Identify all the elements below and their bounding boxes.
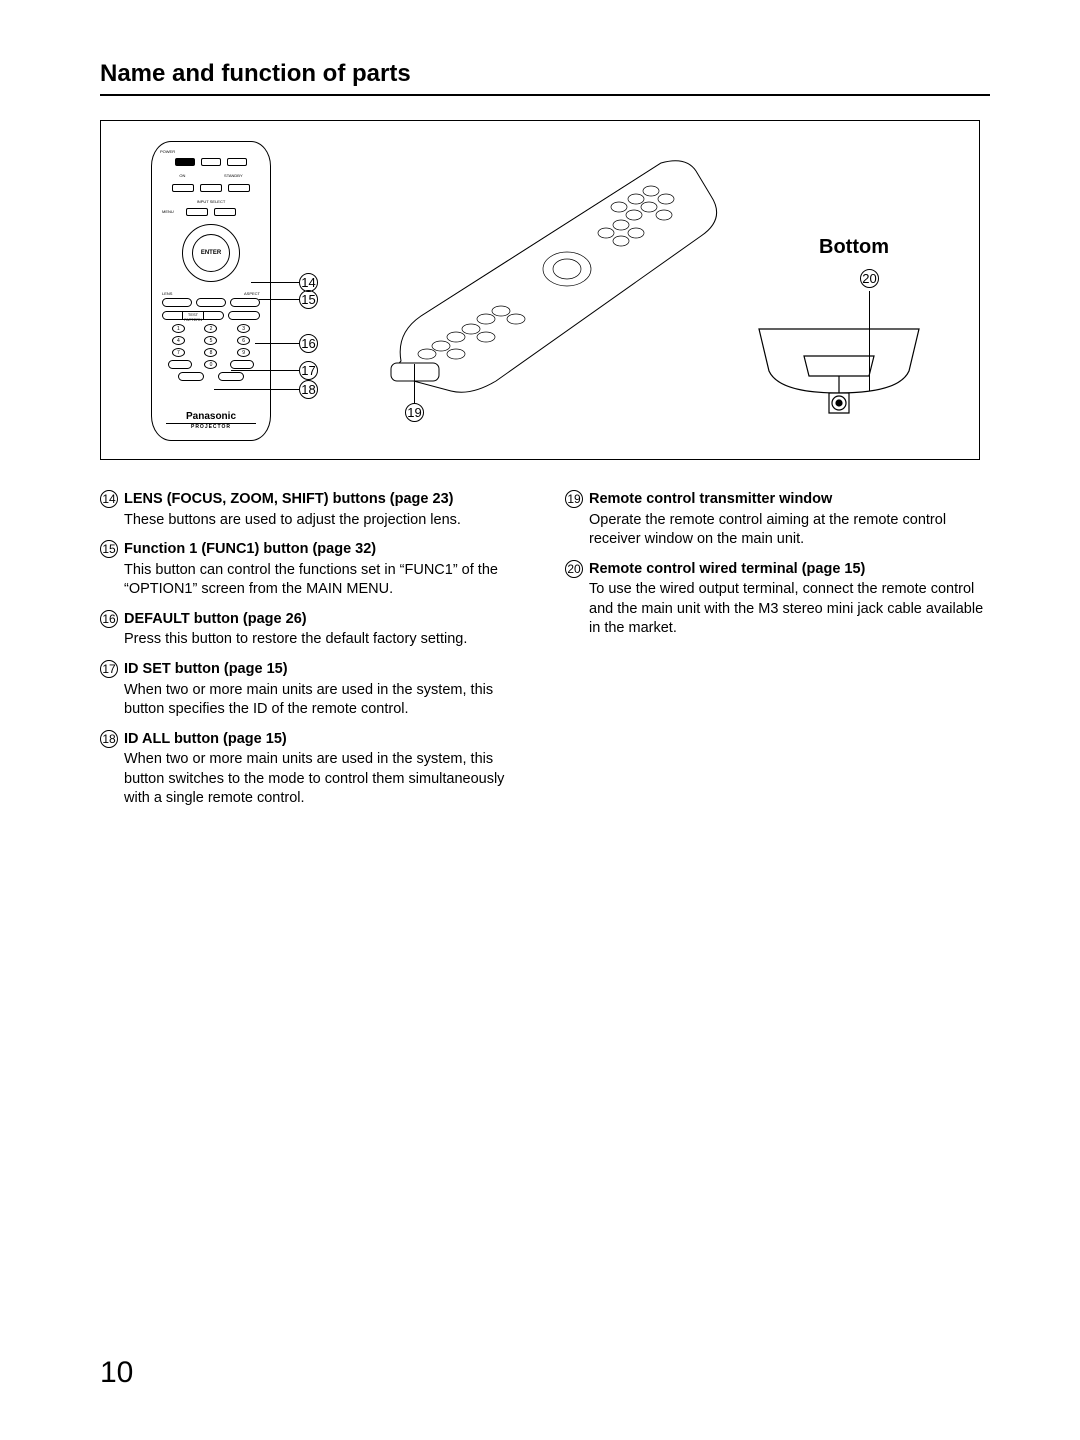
item-body: When two or more main units are used in … [124, 681, 525, 720]
standby-label: STANDBY [224, 174, 243, 178]
item-body: These buttons are used to adjust the pro… [124, 511, 525, 531]
description-item: 19 Remote control transmitter windowOpera… [565, 490, 990, 550]
right-column: 19 Remote control transmitter windowOpera… [565, 490, 990, 819]
lens-buttons-row [162, 298, 260, 307]
item-number: 18 [100, 730, 118, 748]
numpad-row-3: 789 [162, 348, 260, 357]
description-item: 17 ID SET button (page 15)When two or mor… [100, 660, 525, 720]
left-column: 14 LENS (FOCUS, ZOOM, SHIFT) buttons (pag… [100, 490, 525, 819]
page-number: 10 [100, 1356, 133, 1390]
description-columns: 14 LENS (FOCUS, ZOOM, SHIFT) buttons (pag… [100, 490, 990, 819]
item-number: 20 [565, 560, 583, 578]
item-body: To use the wired output terminal, connec… [589, 580, 990, 639]
enter-label: ENTER [201, 250, 221, 256]
numpad-row-1: 123 [162, 324, 260, 333]
item-number: 17 [100, 660, 118, 678]
page-title: Name and function of parts [100, 60, 990, 96]
callout-16: 16 [299, 334, 318, 353]
description-item: 20 Remote control wired terminal (page 15… [565, 560, 990, 639]
item-number: 14 [100, 490, 118, 508]
item-heading: ID SET button (page 15) [124, 660, 525, 680]
item-heading: Remote control transmitter window [589, 490, 990, 510]
callout-20: 20 [860, 269, 879, 288]
item-heading: Remote control wired terminal (page 15) [589, 560, 990, 580]
callout-15: 15 [299, 290, 318, 309]
testpattern-row: TEST PATTERN [162, 311, 260, 320]
item-body: Operate the remote control aiming at the… [589, 511, 990, 550]
item-number: 16 [100, 610, 118, 628]
description-item: 18 ID ALL button (page 15)When two or mor… [100, 730, 525, 809]
description-item: 16 DEFAULT button (page 26)Press this but… [100, 610, 525, 650]
item-number: 19 [565, 490, 583, 508]
lens-label: LENS [162, 292, 172, 296]
brand-text: Panasonic [186, 411, 236, 422]
item-heading: LENS (FOCUS, ZOOM, SHIFT) buttons (page … [124, 490, 525, 510]
description-item: 15 Function 1 (FUNC1) button (page 32)Thi… [100, 540, 525, 600]
figure-box: POWER ON STANDBY INPUT SELECT MENU [100, 120, 980, 460]
callout-18: 18 [299, 380, 318, 399]
item-number: 15 [100, 540, 118, 558]
brand-sub: PROJECTOR [152, 424, 270, 430]
item-heading: Function 1 (FUNC1) button (page 32) [124, 540, 525, 560]
id-buttons-row [162, 372, 260, 381]
on-label: ON [179, 174, 185, 178]
numpad-row-2: 456 [162, 336, 260, 345]
callout-17: 17 [299, 361, 318, 380]
item-heading: ID ALL button (page 15) [124, 730, 525, 750]
item-heading: DEFAULT button (page 26) [124, 610, 525, 630]
item-body: This button can control the functions se… [124, 561, 525, 600]
bottom-view-label: Bottom [819, 236, 889, 259]
callout-19: 19 [405, 403, 424, 422]
remote-front-view: POWER ON STANDBY INPUT SELECT MENU [151, 141, 271, 441]
remote-perspective-view [381, 141, 726, 401]
remote-bottom-view [749, 321, 929, 421]
enter-ring: ENTER [182, 224, 240, 282]
item-body: Press this button to restore the default… [124, 630, 525, 650]
item-body: When two or more main units are used in … [124, 750, 525, 809]
menu-label: MENU [162, 210, 174, 214]
aspect-label: ASPECT [244, 292, 260, 296]
numpad-row-4: 0 [162, 360, 260, 369]
description-item: 14 LENS (FOCUS, ZOOM, SHIFT) buttons (pag… [100, 490, 525, 530]
